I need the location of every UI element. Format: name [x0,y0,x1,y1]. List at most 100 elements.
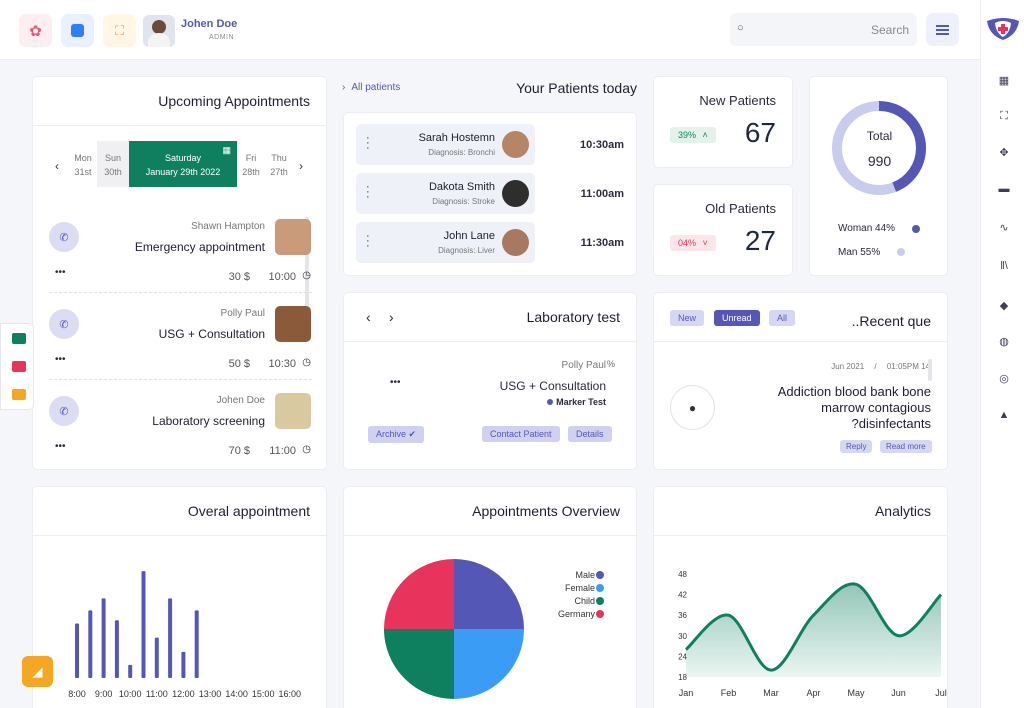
image-icon[interactable] [12,361,26,372]
contact-patient-button[interactable]: Contact Patient [482,426,560,442]
user-role: ADMIN [209,34,235,41]
chat-bubble-icon[interactable] [12,389,26,400]
chat-icon[interactable] [61,14,94,47]
x-tick-label: Jun [891,688,906,698]
x-tick-label: Jan [679,688,694,698]
more-vertical-icon[interactable]: · · · [366,181,370,203]
more-vertical-icon[interactable]: · · · [366,230,370,252]
phone-icon[interactable]: ✆ [49,222,79,252]
phone-icon[interactable]: ✆ [49,309,79,339]
tab-all[interactable]: All [769,310,796,326]
scrollbar[interactable] [928,359,932,381]
next-arrow[interactable]: › [389,309,394,325]
reply-button[interactable]: Reply [840,440,873,453]
right-sidebar: ▦ ⛶ ✥ ▬ ∿ ‖\ ◆ ◍ ◎ ▲ [980,0,1024,708]
patient-row[interactable]: · · · John Lane Diagnosis: Liver [356,222,535,263]
y-tick-label: 30 [678,632,687,641]
appointment-item[interactable]: ✆ Johen Doe Laboratory screening ••• 70 … [33,391,328,467]
x-tick-label: 9:00 [95,689,113,699]
toggle-icon[interactable]: ▬ [998,183,1010,195]
more-icon[interactable]: ••• [390,377,401,388]
pie-slice [454,559,524,629]
expand-icon[interactable]: ⛶ [1000,109,1008,122]
user-name[interactable]: Johen Doe [181,18,238,30]
bar [168,598,173,678]
tab-new[interactable]: New [670,310,705,326]
tab-unread[interactable]: Unread [714,310,760,326]
area-fill [686,583,941,677]
date-thu[interactable]: Thu 27th [270,153,288,177]
logo-icon[interactable] [984,17,1022,41]
user-avatar[interactable] [143,15,175,47]
x-tick-label: 8:00 [68,689,86,699]
gender-donut [832,101,926,195]
more-vertical-icon[interactable]: · · · [366,132,370,154]
details-button[interactable]: Details [568,426,612,442]
bar [141,571,146,678]
search-box[interactable]: ○ Search [730,13,917,46]
legend-dot [596,571,604,579]
legend-dot [596,610,604,618]
y-tick-label: 48 [678,570,687,579]
legend-label: Female [565,583,595,593]
phone-icon[interactable]: ✆ [49,396,79,426]
legend-label: Male [575,570,595,580]
flower-icon[interactable]: ✿ [19,14,52,47]
legend-dot [596,584,604,592]
box-icon[interactable]: ◆ [999,299,1009,312]
doctor-avatar [275,393,311,429]
old-patients-value: 27 [744,225,776,256]
date-sun[interactable]: Sun 30th [97,141,129,187]
menu-button[interactable] [926,13,959,46]
prev-arrow[interactable]: ‹ [366,309,371,325]
date-selected[interactable]: ▦ Saturday January 29th 2022 [129,141,237,187]
pulse-icon[interactable]: ∿ [999,221,1009,234]
floating-chat-button[interactable]: ◢ [22,656,53,687]
appointment-item[interactable]: ✆ Polly Paul USG + Consultation ••• 50 $… [33,304,328,380]
date-next-arrow[interactable]: › [299,159,303,173]
fullscreen-icon[interactable]: ⛶ [103,14,136,47]
doctor-avatar [275,306,311,342]
appointment-item[interactable]: ✆ Shawn Hampton Emergency appointment ••… [33,217,328,293]
arrow-up-icon: ˄ [702,130,708,140]
bar [128,664,133,678]
date-mon[interactable]: Mon 31st [74,153,92,177]
dashboard-icon[interactable]: ▦ [998,74,1010,87]
x-tick-label: Jul [935,688,947,698]
read-more-button[interactable]: Read more [880,440,932,453]
patient-avatar [502,180,529,207]
more-icon[interactable]: ••• [55,441,66,452]
patient-row[interactable]: · · · Dakota Smith Diagnosis: Stroke [356,173,535,214]
more-icon[interactable]: ••• [55,267,66,278]
new-patients-value: 67 [744,117,776,148]
chat-icon[interactable]: ● [670,385,715,430]
patient-avatar [502,131,529,158]
total-card: Total 990 Woman 44% Man 55% [809,76,948,276]
overall-appointment-card: Overal appointment 8:00 9:00 10:00 11:00 12:… [32,486,327,708]
warning-icon[interactable]: ▲ [998,409,1010,421]
scrollbar[interactable] [305,217,309,307]
man-legend: Man 55% [838,247,881,258]
x-tick-label: 15:00 [252,689,275,699]
doctor-avatar [275,219,311,255]
lock-icon[interactable]: ◎ [999,372,1009,385]
date-fri[interactable]: Fri 28th [242,153,260,177]
appointments-overview-card: Appointments Overview Male Female Child Ger… [343,486,637,708]
patient-time: 11:00am [580,188,624,200]
question-text[interactable]: Addiction blood bank bone marrow contagi… [777,384,931,431]
new-patients-card: New Patients 39% ˄ 67 [653,76,793,168]
old-patients-badge: 04% ˅ [670,235,716,251]
archive-button[interactable]: Archive ✔ [368,426,425,443]
globe-icon[interactable]: ◍ [999,335,1009,348]
bar [194,610,199,678]
patient-row[interactable]: · · · Sarah Hostemn Diagnosis: Bronchi [356,124,535,165]
more-icon[interactable]: ••• [55,354,66,365]
library-icon[interactable]: ‖\ [1000,260,1008,272]
date-prev-arrow[interactable]: ‹ [55,159,59,173]
y-tick-label: 36 [678,611,687,620]
all-patients-link[interactable]: › All patients [342,82,401,93]
apps-icon[interactable]: ✥ [999,146,1009,159]
money-icon[interactable] [12,333,26,344]
x-tick-label: Feb [721,688,737,698]
bar [88,610,93,678]
